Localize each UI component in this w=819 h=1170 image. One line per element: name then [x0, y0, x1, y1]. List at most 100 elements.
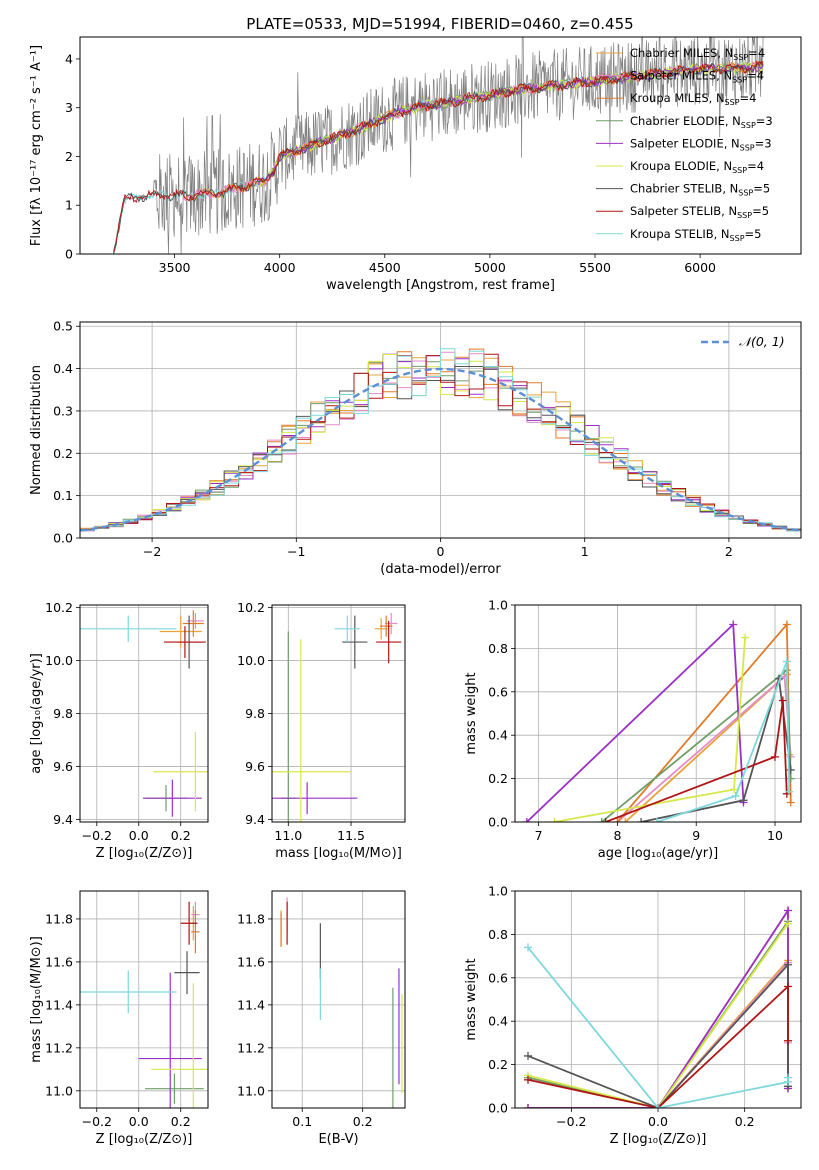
x-tick-label: 10: [767, 828, 783, 843]
y-tick-label: 0.2: [53, 446, 73, 461]
x-tick-label: 0.2: [171, 828, 191, 843]
y-axis-label: age [log₁₀(age/yr)]: [29, 653, 44, 774]
x-tick-label: 1: [581, 544, 589, 559]
plots: 3500 4000 4500 5000 5500 6000 0 1 2 3 4 wavelength …: [29, 36, 802, 1147]
weight-marker: [784, 960, 792, 969]
weight-marker: [731, 791, 740, 800]
x-axis-label: age [log₁₀(age/yr)]: [598, 846, 719, 861]
weight-marker: [654, 1104, 662, 1108]
y-tick-label: 0.5: [53, 319, 73, 334]
legend-label: Kroupa ELODIE, NSSP=4: [630, 159, 764, 175]
axes-frame: [514, 604, 802, 823]
weight-marker: [741, 633, 750, 642]
axes-frame: [79, 321, 802, 539]
y-tick-label: 9.4: [245, 812, 265, 827]
y-tick-label: 0.0: [53, 531, 73, 546]
model-line-salpeter-miles: [182, 61, 764, 201]
weight-marker: [778, 696, 787, 705]
weight-marker: [652, 818, 661, 822]
x-tick-label: 7: [535, 828, 543, 843]
y-tick-label: 0.4: [488, 1014, 508, 1029]
panel-age_vs_mass: 11.0 11.5 9.4 9.6 9.8 10.0 10.2 mass [log₁₀(M/M…: [237, 600, 406, 861]
legend-label: Chabrier STELIB, NSSP=5: [630, 182, 770, 198]
x-tick-label: 4500: [369, 260, 401, 275]
panel-weight_vs_Z: −0.2 0.0 0.2 0.0 0.2 0.4 0.6 0.8 1.0 Z [log₁₀(Z/Z…: [464, 884, 802, 1147]
legend-label: Salpeter ELODIE, NSSP=3: [630, 136, 772, 152]
weight-marker: [739, 796, 748, 805]
weight-marker: [784, 982, 792, 991]
grid: [515, 604, 801, 823]
axes-frame: [514, 890, 802, 1109]
data-layer: [280, 897, 403, 1108]
weight-marker: [524, 1104, 532, 1108]
y-tick-label: 9.6: [245, 759, 265, 774]
y-tick-label: 0.2: [488, 1057, 508, 1072]
x-axis-label: mass [log₁₀(M/M⊙)]: [275, 846, 402, 861]
y-tick-label: 11.2: [45, 1040, 73, 1055]
y-axis-label: mass weight: [464, 672, 479, 754]
y-tick-label: 11.4: [237, 997, 265, 1012]
y-tick-label: 0.2: [488, 771, 508, 786]
x-tick-label: −0.2: [82, 1114, 112, 1129]
y-tick-label: 4: [65, 51, 73, 66]
weight-marker: [784, 906, 792, 915]
model-line-salpeter-stelib: [113, 60, 764, 254]
x-tick-label: 2: [725, 544, 733, 559]
x-axis-label: (data-model)/error: [380, 562, 501, 577]
weight-marker: [784, 1036, 792, 1045]
x-tick-label: 5000: [474, 260, 506, 275]
weight-marker: [522, 818, 531, 822]
y-tick-label: 11.6: [237, 954, 265, 969]
axes-frame: [271, 890, 406, 1109]
x-tick-label: 0.2: [353, 1114, 373, 1129]
data-layer: [80, 610, 208, 817]
y-tick-label: 0.4: [53, 361, 73, 376]
legend-label: Kroupa STELIB, NSSP=5: [630, 227, 761, 243]
x-tick-label: −1: [287, 544, 305, 559]
weight-marker: [621, 818, 630, 822]
y-tick-label: 9.8: [245, 706, 265, 721]
x-tick-label: −0.2: [556, 1114, 586, 1129]
y-tick-label: 1.0: [488, 884, 508, 899]
y-axis-label: Flux [fλ 10⁻¹⁷ erg cm⁻² s⁻¹ A⁻¹]: [29, 45, 44, 246]
y-tick-label: 11.0: [237, 1083, 265, 1098]
x-axis-label: Z [log₁₀(Z/Z⊙)]: [96, 1132, 193, 1147]
y-tick-label: 9.6: [53, 759, 73, 774]
y-tick-label: 0.8: [488, 927, 508, 942]
x-tick-label: 0.0: [129, 1114, 149, 1129]
weight-marker: [784, 919, 792, 928]
x-tick-label: 4000: [264, 260, 296, 275]
x-tick-label: 8: [613, 828, 621, 843]
x-axis-label: Z [log₁₀(Z/Z⊙)]: [610, 1132, 707, 1147]
y-tick-label: 10.2: [45, 600, 73, 615]
weight-marker: [597, 818, 606, 822]
y-tick-label: 0.6: [488, 684, 508, 699]
data-layer: [522, 620, 795, 822]
panel-age_vs_Z: −0.2 0.0 0.2 9.4 9.6 9.8 10.0 10.2 Z [log₁₀(Z/Z⊙…: [29, 600, 209, 861]
x-tick-label: 0.0: [648, 1114, 668, 1129]
weight-marker: [784, 1073, 792, 1082]
x-tick-label: 6000: [684, 260, 716, 275]
weight-marker: [729, 620, 738, 629]
weight-line-kroupa-elodie: [527, 922, 789, 1108]
y-tick-label: 1.0: [488, 598, 508, 613]
grid: [515, 890, 801, 1109]
y-tick-label: 0.6: [488, 970, 508, 985]
y-tick-label: 0.1: [53, 488, 73, 503]
x-tick-label: 0: [437, 544, 445, 559]
axes-frame: [79, 36, 802, 255]
x-tick-label: 5500: [579, 260, 611, 275]
y-tick-label: 0.4: [488, 728, 508, 743]
legend-label: 𝒩(0, 1): [739, 334, 785, 349]
y-tick-label: 0.8: [488, 641, 508, 656]
weight-line-salpeter-stelib: [605, 700, 788, 822]
x-axis-label: Z [log₁₀(Z/Z⊙)]: [96, 846, 193, 861]
y-tick-label: 11.0: [45, 1083, 73, 1098]
panel-mass_vs_Z: −0.2 0.0 0.2 11.0 11.2 11.4 11.6 11.8 Z [log₁₀(Z…: [29, 890, 209, 1147]
weight-marker: [550, 818, 559, 822]
weight-line-kroupa-miles: [616, 622, 792, 822]
panel-spectrum: 3500 4000 4500 5000 5500 6000 0 1 2 3 4 wavelength …: [29, 36, 802, 293]
x-axis-label: wavelength [Angstrom, rest frame]: [326, 278, 555, 293]
weight-marker: [786, 798, 795, 807]
data-layer: [113, 37, 764, 254]
